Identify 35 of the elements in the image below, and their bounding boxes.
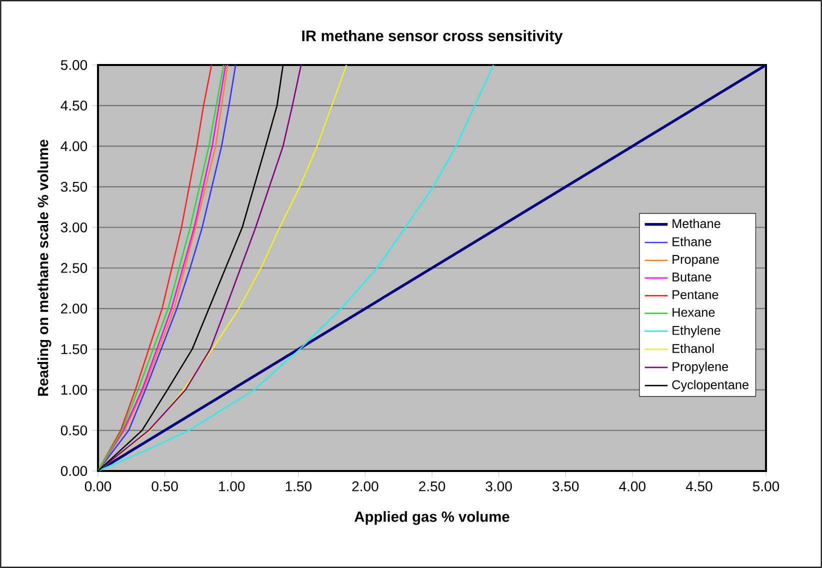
legend-label: Propylene	[672, 362, 728, 374]
y-tick-label: 2.00	[61, 304, 88, 314]
legend-label: Ethane	[672, 236, 712, 246]
x-tick-label: 2.00	[352, 481, 378, 492]
legend-label: Propane	[672, 255, 719, 266]
y-tick-label: 1.00	[61, 384, 88, 395]
y-tick-label: 5.00	[60, 60, 88, 70]
legend-label: Hexane	[672, 308, 715, 317]
y-tick-label: 4.50	[60, 100, 88, 111]
x-tick-label: 5.00	[752, 481, 780, 492]
legend-label: Cyclopentane	[672, 380, 748, 392]
legend-label: Pentane	[672, 290, 718, 300]
x-tick-label: 3.00	[486, 481, 512, 492]
x-tick-label: 1.00	[219, 481, 245, 492]
x-tick-label: 4.00	[619, 481, 646, 492]
y-tick-label: 0.00	[60, 466, 88, 476]
legend-label: Methane	[672, 218, 720, 228]
y-tick-label: 3.00	[60, 222, 88, 232]
x-tick-label: 2.50	[419, 481, 446, 492]
x-tick-label: 4.50	[686, 481, 712, 492]
chart-title: IR methane sensor cross sensitivity	[302, 30, 563, 44]
x-tick-label: 0.50	[152, 481, 178, 492]
y-tick-label: 2.50	[61, 263, 88, 273]
y-tick-label: 3.50	[60, 182, 88, 192]
legend-label: Ethylene	[672, 326, 720, 338]
x-tick-label: 3.50	[552, 481, 579, 492]
y-tick-label: 1.50	[61, 344, 88, 354]
legend-label: Ethanol	[672, 344, 714, 354]
legend-label: Butane	[672, 272, 712, 282]
x-tick-label: 0.00	[84, 481, 112, 492]
x-axis-title: Applied gas % volume	[354, 511, 510, 525]
y-tick-label: 0.50	[60, 425, 88, 436]
y-tick-label: 4.00	[60, 141, 88, 152]
x-tick-label: 1.50	[286, 481, 312, 492]
y-axis-title: Reading on methane scale % volume	[37, 140, 52, 396]
